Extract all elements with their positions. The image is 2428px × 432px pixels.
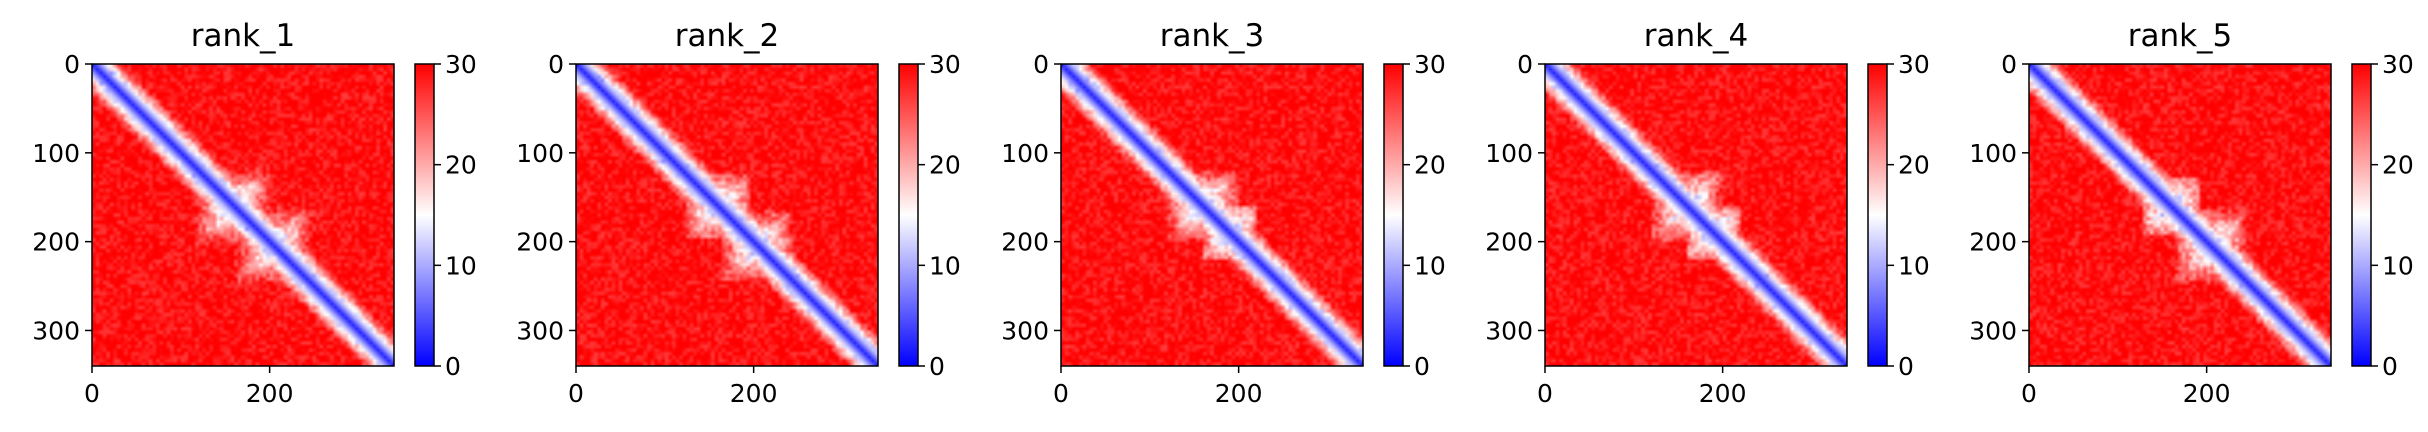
- colorbar-tick-label: 20: [929, 151, 961, 180]
- colorbar-tick-label: 10: [445, 251, 477, 280]
- panel-title: rank_5: [2128, 18, 2233, 54]
- panel-title: rank_2: [675, 18, 780, 54]
- colorbar-tick-label: 10: [1414, 251, 1446, 280]
- colorbar-tick-label: 10: [2382, 251, 2414, 280]
- panel-title: rank_3: [1160, 18, 1265, 54]
- x-tick-label: 200: [1215, 379, 1263, 408]
- x-tick-label: 0: [2021, 379, 2037, 408]
- panel-title: rank_1: [191, 18, 296, 54]
- colorbar: [1867, 63, 1888, 367]
- x-tick-label: 0: [1053, 379, 1069, 408]
- y-tick-label: 200: [516, 228, 564, 257]
- y-tick-label: 200: [32, 228, 80, 257]
- y-tick-label: 0: [1517, 50, 1533, 79]
- colorbar-tick-label: 30: [929, 50, 961, 79]
- y-tick-label: 0: [2001, 50, 2017, 79]
- y-tick-label: 100: [32, 139, 80, 168]
- x-tick-label: 200: [246, 379, 294, 408]
- x-tick-label: 200: [1699, 379, 1747, 408]
- colorbar-tick-label: 10: [929, 251, 961, 280]
- y-tick-label: 100: [516, 139, 564, 168]
- y-tick-label: 300: [32, 316, 80, 345]
- heatmap-panel-2: rank_2 0 100 200 300 0 200 0 10 20 30: [516, 18, 961, 408]
- heatmap-image: [1545, 64, 1847, 366]
- colorbar-tick-label: 30: [1414, 50, 1446, 79]
- y-tick-label: 0: [64, 50, 80, 79]
- colorbar-tick-label: 0: [1414, 352, 1430, 381]
- x-tick-label: 200: [2183, 379, 2231, 408]
- colorbar-tick-label: 0: [2382, 352, 2398, 381]
- colorbar: [898, 63, 919, 367]
- y-tick-label: 300: [1001, 316, 1049, 345]
- colorbar-tick-label: 20: [1898, 151, 1930, 180]
- plot-frame: [2028, 63, 2332, 367]
- heatmap-panel-1: rank_1 0 100 200 300 0 200 0 10 20 30: [32, 18, 477, 408]
- colorbar-tick-label: 20: [445, 151, 477, 180]
- plot-frame: [1544, 63, 1848, 367]
- heatmap-image: [92, 64, 394, 366]
- colorbar-tick-label: 0: [1898, 352, 1914, 381]
- panel-title: rank_4: [1644, 18, 1749, 54]
- colorbar-tick-label: 0: [445, 352, 461, 381]
- plot-frame: [575, 63, 879, 367]
- y-tick-label: 0: [548, 50, 564, 79]
- heatmap-panel-3: rank_3 0 100 200 300 0 200 0 10 20 30: [1001, 18, 1446, 408]
- colorbar: [414, 63, 435, 367]
- colorbar-tick-label: 30: [1898, 50, 1930, 79]
- y-tick-label: 200: [1969, 228, 2017, 257]
- x-tick-label: 0: [568, 379, 584, 408]
- y-tick-label: 0: [1033, 50, 1049, 79]
- colorbar-tick-label: 0: [929, 352, 945, 381]
- y-tick-label: 200: [1001, 228, 1049, 257]
- y-tick-label: 300: [1969, 316, 2017, 345]
- colorbar: [1383, 63, 1404, 367]
- y-tick-label: 100: [1001, 139, 1049, 168]
- colorbar-tick-label: 30: [2382, 50, 2414, 79]
- heatmap-panel-5: rank_5 0 100 200 300 0 200 0 10 20 30: [1969, 18, 2414, 408]
- y-tick-label: 300: [516, 316, 564, 345]
- x-tick-label: 200: [730, 379, 778, 408]
- heatmap-image: [2029, 64, 2331, 366]
- plot-frame: [91, 63, 395, 367]
- y-tick-label: 300: [1485, 316, 1533, 345]
- x-tick-label: 0: [1537, 379, 1553, 408]
- y-tick-label: 100: [1969, 139, 2017, 168]
- heatmap-panel-4: rank_4 0 100 200 300 0 200 0 10 20 30: [1485, 18, 1930, 408]
- y-tick-label: 200: [1485, 228, 1533, 257]
- colorbar-tick-label: 30: [445, 50, 477, 79]
- x-tick-label: 0: [84, 379, 100, 408]
- colorbar-tick-label: 10: [1898, 251, 1930, 280]
- plot-frame: [1060, 63, 1364, 367]
- heatmap-image: [1061, 64, 1363, 366]
- y-tick-label: 100: [1485, 139, 1533, 168]
- colorbar-tick-label: 20: [1414, 151, 1446, 180]
- heatmap-image: [576, 64, 878, 366]
- colorbar: [2351, 63, 2372, 367]
- colorbar-tick-label: 20: [2382, 151, 2414, 180]
